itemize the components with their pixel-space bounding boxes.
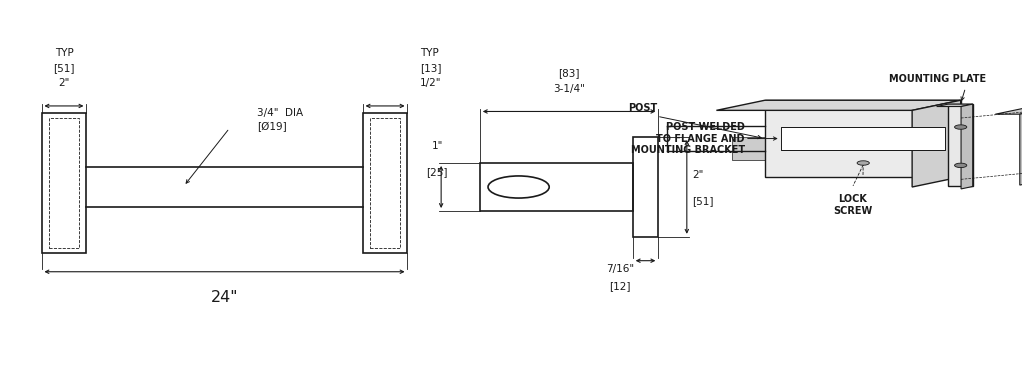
Text: [51]: [51]: [692, 196, 713, 206]
Text: [13]: [13]: [419, 63, 441, 73]
Text: 3-1/4": 3-1/4": [554, 84, 585, 94]
Text: 1/2": 1/2": [419, 78, 441, 88]
Polygon shape: [732, 137, 897, 160]
Bar: [370, 119, 401, 248]
Circle shape: [954, 163, 967, 168]
Circle shape: [857, 161, 869, 165]
Text: [12]: [12]: [609, 281, 630, 291]
Text: [Ø19]: [Ø19]: [257, 122, 287, 132]
Text: POST: POST: [627, 102, 657, 113]
Text: TYP: TYP: [54, 48, 74, 58]
Bar: [480, 163, 632, 211]
Polygon shape: [781, 127, 945, 150]
Polygon shape: [948, 104, 973, 187]
Text: 1": 1": [432, 141, 443, 151]
Text: [51]: [51]: [53, 63, 75, 73]
Text: TYP: TYP: [419, 48, 439, 58]
Text: [25]: [25]: [426, 167, 448, 177]
Text: 2": 2": [692, 170, 703, 180]
Bar: [363, 113, 408, 253]
Text: 3/4"  DIA: 3/4" DIA: [257, 108, 303, 118]
Polygon shape: [961, 104, 973, 189]
Polygon shape: [937, 104, 973, 107]
Bar: [48, 119, 79, 248]
Bar: [42, 113, 86, 253]
Text: 7/16": 7/16": [606, 264, 634, 275]
Text: 2": 2": [58, 78, 70, 88]
Polygon shape: [912, 100, 960, 187]
Text: 24": 24": [211, 290, 238, 305]
Circle shape: [954, 125, 967, 129]
Polygon shape: [995, 108, 1025, 114]
Bar: [632, 137, 658, 237]
Polygon shape: [1020, 108, 1025, 185]
Text: POST WELDED
TO FLANGE AND
MOUNTING BRACKET: POST WELDED TO FLANGE AND MOUNTING BRACK…: [630, 122, 745, 155]
Text: [83]: [83]: [559, 68, 580, 78]
Polygon shape: [716, 100, 960, 110]
Polygon shape: [765, 100, 960, 177]
Text: MOUNTING PLATE: MOUNTING PLATE: [889, 74, 986, 84]
Text: LOCK
SCREW: LOCK SCREW: [833, 194, 872, 216]
